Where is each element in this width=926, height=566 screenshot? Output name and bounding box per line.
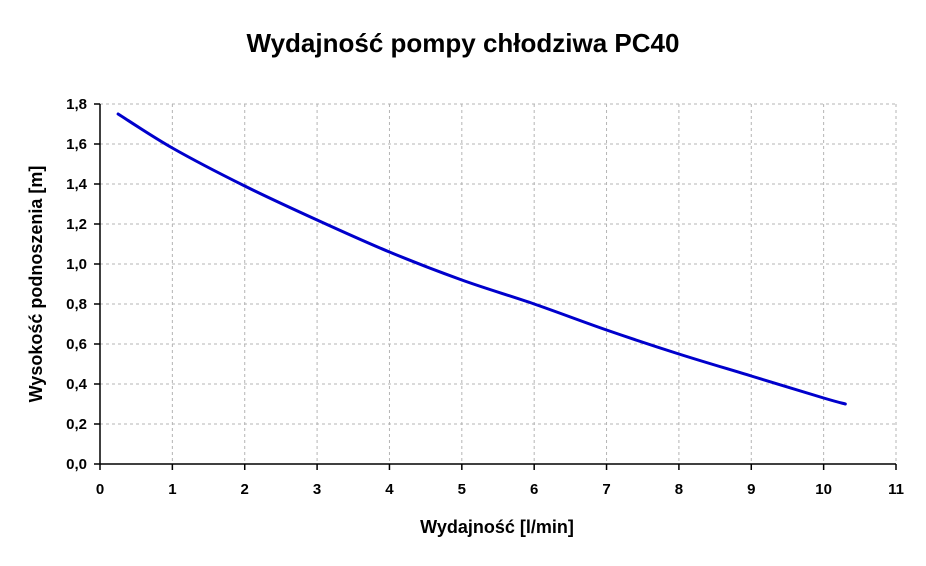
x-tick-label: 8	[675, 481, 683, 498]
y-tick-label: 1,2	[66, 216, 87, 233]
x-tick-label: 6	[530, 481, 538, 498]
x-tick-label: 3	[313, 481, 321, 498]
x-tick-label: 11	[888, 481, 904, 498]
y-tick-label: 0,6	[66, 336, 87, 353]
tick-labels: 0 1 2 3 4 5 6 7 8 9 10 11 0,0 0,2 0,4 0,6 0,8 1,0 1,2 1,4 1,…	[66, 96, 904, 498]
series-line	[116, 112, 847, 406]
y-tick-label: 0,2	[66, 416, 87, 433]
x-axis-title: Wydajność [l/min]	[420, 517, 574, 537]
y-tick-label: 0,8	[66, 296, 87, 313]
y-tick-label: 0,0	[66, 456, 87, 473]
axes	[94, 103, 897, 470]
x-tick-label: 4	[385, 481, 394, 498]
x-tick-label: 10	[815, 481, 832, 498]
x-tick-label: 9	[747, 481, 755, 498]
y-tick-label: 1,4	[66, 176, 88, 193]
y-tick-label: 1,8	[66, 96, 87, 113]
gridlines	[100, 103, 897, 464]
x-tick-label: 5	[458, 481, 466, 498]
y-tick-label: 1,0	[66, 256, 87, 273]
x-tick-label: 0	[96, 481, 104, 498]
y-axis-title: Wysokość podnoszenia [m]	[26, 166, 46, 403]
y-tick-label: 0,4	[66, 376, 88, 393]
x-tick-label: 2	[241, 481, 249, 498]
chart-title: Wydajność pompy chłodziwa PC40	[247, 28, 680, 58]
series-layer	[116, 112, 847, 406]
x-tick-label: 7	[602, 481, 610, 498]
y-tick-label: 1,6	[66, 136, 87, 153]
x-tick-label: 1	[168, 481, 176, 498]
